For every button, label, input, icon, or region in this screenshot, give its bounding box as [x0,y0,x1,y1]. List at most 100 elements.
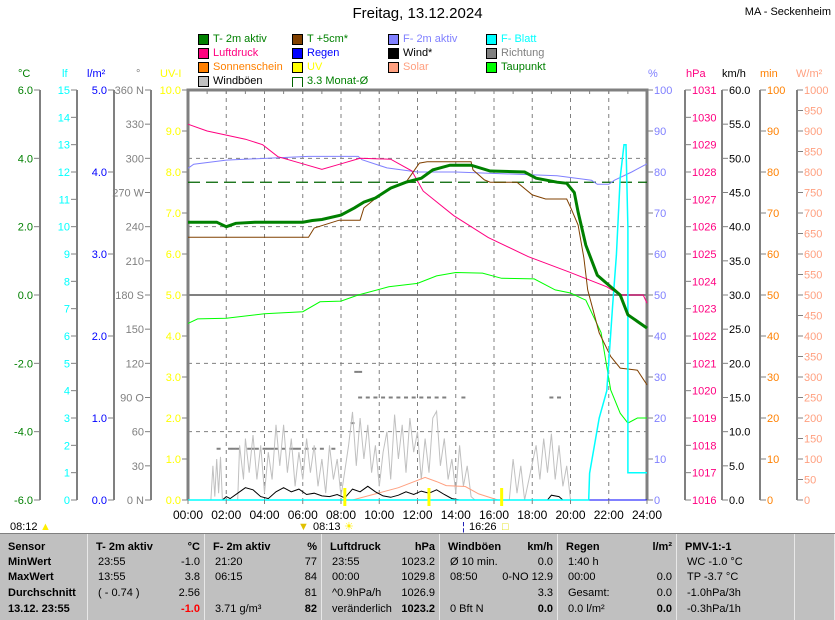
table-row: -1.0hPa/3h [677,586,794,601]
axis-tick-label: 2 [64,440,70,452]
cell-label: 13.12. 23:55 [8,603,70,615]
cell-label: Windböen [448,541,502,553]
axis-tick-label: 80 [654,167,666,179]
legend-item: Solar [388,61,429,74]
cell-label: -1.0hPa/3h [687,587,741,599]
table-row: ( - 0.74 ) 2.56 [88,586,204,601]
cell-value: -1.0 [181,556,200,568]
axis-tick-label: 70 [767,208,779,220]
legend-item: T +5cm* [292,33,348,46]
table-row: Regen l/m² [558,540,676,555]
cell-value: 1026.9 [401,587,435,599]
cell-value: 2.56 [178,587,200,599]
cell-value: 0.0 [656,603,672,615]
sun-icon: ▲ [40,521,51,533]
series-taupunkt [187,271,647,424]
axis-unit-dir: ° [136,68,141,80]
axis-tick-label: 30 [654,372,666,384]
cell-label: 00:00 [568,571,596,583]
axis-tick-label: 0.0 [18,290,33,302]
axis-tick-label: 700 [804,208,822,220]
cell-label: 1:40 h [568,556,599,568]
axis-tick-label: 0 N [127,495,144,507]
axis-tick-label: 500 [804,290,822,302]
axis-tick-label: 0 [654,495,660,507]
table-row: MaxWert [0,570,87,585]
table-row: -1.0 [88,602,204,617]
legend-item: T- 2m aktiv [198,33,267,46]
table-row: Windböen km/h [440,540,557,555]
cell-label: 0.0 l/m² [568,603,605,615]
axis-tick-label: 12 [58,167,70,179]
axis-tick-label: 6 [64,331,70,343]
axis-tick-label: 4.0 [166,331,181,343]
cell-value: l/m² [652,541,672,553]
axis-tick-label: 1021 [692,358,716,370]
cell-label: 21:20 [215,556,243,568]
cell-value: km/h [527,541,553,553]
axis-tick-label: 210 [126,256,144,268]
x-tick-label: 02:00 [211,508,241,522]
cell-value: 0.0 [656,571,672,583]
axis-tick-label: 1018 [692,440,716,452]
cell-label: -0.3hPa/1h [687,603,741,615]
axis-tick-label: 350 [804,352,822,364]
axis-tick-label: 60.0 [729,85,750,97]
table-row: WC -1.0 °C [677,555,794,570]
legend-swatch [388,34,399,45]
legend-swatch [198,48,209,59]
axis-tick-label: 20 [767,413,779,425]
legend-swatch [292,34,303,45]
series-f-2m-aktiv [187,155,648,185]
table-row: -0.3hPa/1h [677,602,794,617]
sunset-tick-icon: ¦ [462,521,465,533]
legend-swatch [486,62,497,73]
axis-tick-label: 70 [654,208,666,220]
cell-value: 84 [304,571,317,583]
axis-tick-label: 10.0 [729,427,750,439]
axis-tick-label: 4.0 [92,167,107,179]
axis-tick-label: 120 [126,358,144,370]
axis-tick-label: 35.0 [729,256,750,268]
cell-label: F- 2m aktiv [213,541,271,553]
series-wind- [188,485,647,501]
legend-item: Windböen [198,75,263,88]
axis-tick-label: 3 [64,413,70,425]
axis-tick-label: 1017 [692,468,716,480]
cell-label: Ø 10 min. [450,556,498,568]
axis-tick-label: 30 [132,461,144,473]
axis-tick-label: 200 [804,413,822,425]
table-row: Durchschnitt [0,586,87,601]
series-windb-en [188,409,647,501]
x-tick-label: 14:00 [441,508,471,522]
table-row: 00:00 1029.8 [322,570,439,585]
cell-value: 0.0 [537,603,553,615]
plot-frame [186,88,649,500]
axis-tick-label: 150 [804,434,822,446]
axis-tick-label: 330 [126,119,144,131]
axis-tick-label: 8.0 [166,167,181,179]
sensor-column: Sensor MinWert MaxWert Durchschnitt 13.12. 2… [0,534,88,620]
table-row: 0 Bft N 0.0 [440,602,557,617]
axis-tick-label: 1022 [692,331,716,343]
cell-label: TP -3.7 °C [687,571,739,583]
axis-tick-label: 1 [64,468,70,480]
table-row: TP -3.7 °C [677,570,794,585]
cell-label: 23:55 [98,556,126,568]
legend-label: F- 2m aktiv [403,33,458,45]
axis-tick-label: 0 [767,495,773,507]
legend-label: T- 2m aktiv [213,33,267,45]
table-row: Gesamt: 0.0 [558,586,676,601]
axis-tick-label: 600 [804,249,822,261]
series-luftdruck [187,123,648,304]
axis-tick-label: 1020 [692,386,716,398]
axis-unit-wind: km/h [722,68,746,80]
legend-label: UV [307,61,323,73]
table-row: veränderlich 1023.2 [322,602,439,617]
axis-tick-label: 100 [767,85,785,97]
table-column: Luftdruck hPa 23:55 1023.2 00:00 1029.8 ^0.9hP… [322,534,440,620]
x-tick-label: 20:00 [555,508,585,522]
axis-tick-label: 5.0 [166,290,181,302]
cell-label: WC -1.0 °C [687,556,743,568]
x-tick-label: 24:00 [632,508,662,522]
